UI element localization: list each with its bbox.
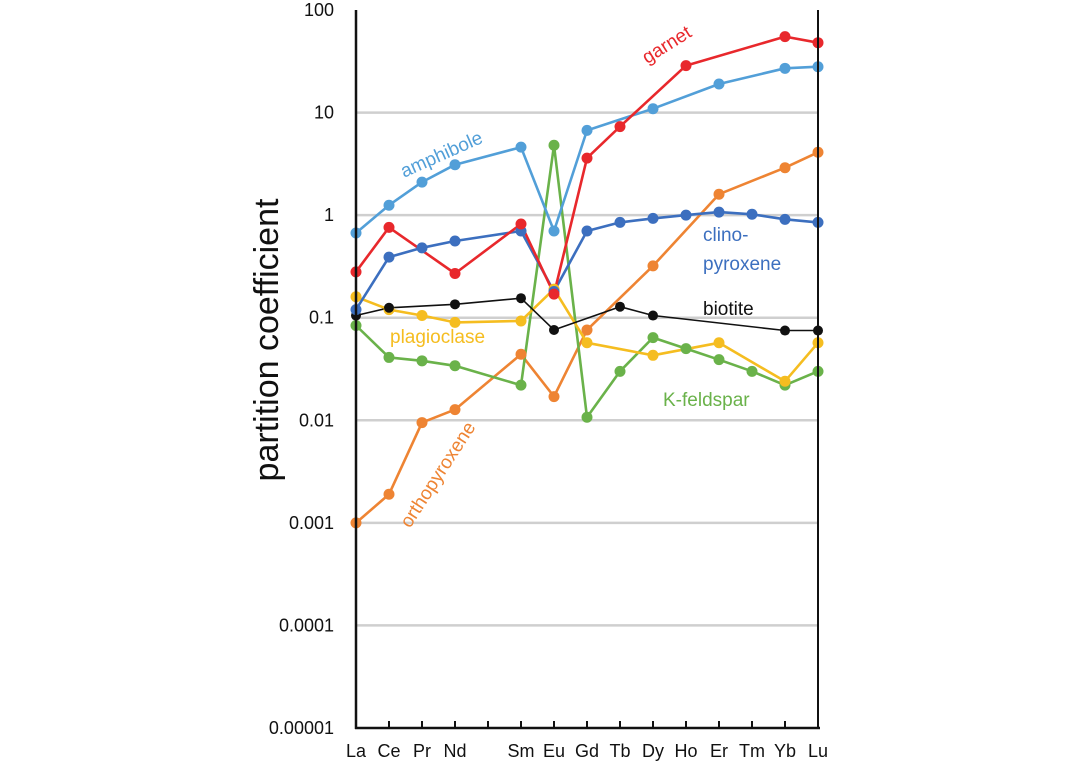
x-axis-tick-labels: La Ce Pr Nd Sm Eu Gd Tb Dy Ho Er Tm Yb Lu: [346, 741, 828, 761]
x-tick-label-Nd: Nd: [443, 741, 466, 761]
x-tick-label-Pr: Pr: [413, 741, 431, 761]
point-plagioclase-Dy: [647, 349, 659, 361]
x-tick-label-Ho: Ho: [674, 741, 697, 761]
point-K-feldspar-Er: [713, 354, 725, 366]
x-tick-label-Ce: Ce: [377, 741, 400, 761]
point-orthopyroxene-Dy: [647, 260, 659, 272]
point-K-feldspar-Pr: [416, 355, 428, 367]
point-garnet-Eu: [548, 288, 560, 300]
point-orthopyroxene-Pr: [416, 417, 428, 429]
y-tick-label: 100: [304, 0, 334, 20]
point-amphibole-Dy: [647, 103, 659, 115]
point-biotite-Dy: [648, 310, 658, 321]
point-garnet-Nd: [449, 267, 461, 279]
point-biotite-Sm: [516, 293, 526, 304]
series-line-clinopyroxene: [354, 210, 819, 311]
axes: [354, 10, 820, 730]
point-K-feldspar-Sm: [515, 379, 527, 391]
x-tick-label-Dy: Dy: [642, 741, 664, 761]
point-orthopyroxene-Eu: [548, 391, 560, 403]
y-axis-tick-labels: 100 10 1 0.1 0.01 0.001 0.0001 0.00001: [269, 0, 334, 738]
point-K-feldspar-Tm: [746, 365, 758, 377]
point-orthopyroxene-Er: [713, 188, 725, 200]
y-axis-label: partition coefficient: [248, 198, 286, 481]
x-tick-label-Yb: Yb: [774, 741, 796, 761]
point-amphibole-Sm: [515, 141, 527, 153]
point-K-feldspar-Tb: [614, 365, 626, 377]
point-garnet-Ho: [680, 60, 692, 72]
label-clinopyroxene-line2: pyroxene: [703, 254, 781, 275]
y-tick-label: 0.001: [289, 513, 334, 533]
point-clinopyroxene-Dy: [647, 212, 659, 224]
y-tick-label: 0.00001: [269, 718, 334, 738]
point-amphibole-Eu: [548, 225, 560, 237]
point-biotite-Ce: [384, 302, 394, 313]
point-amphibole-Er: [713, 78, 725, 90]
point-biotite-Yb: [780, 325, 790, 336]
point-plagioclase-Pr: [416, 310, 428, 322]
point-orthopyroxene-Ce: [383, 488, 395, 500]
point-clinopyroxene-Gd: [581, 225, 593, 237]
point-garnet-Gd: [581, 152, 593, 164]
series-lines: [354, 35, 819, 524]
label-kfeldspar: K-feldspar: [663, 390, 750, 411]
x-tick-label-Tm: Tm: [739, 741, 765, 761]
y-tick-label: 1: [324, 205, 334, 225]
point-amphibole-Ce: [383, 199, 395, 211]
point-clinopyroxene-Pr: [416, 242, 428, 254]
y-tick-label: 0.0001: [279, 615, 334, 635]
point-orthopyroxene-Nd: [449, 404, 461, 416]
point-K-feldspar-Ce: [383, 351, 395, 363]
point-clinopyroxene-Tm: [746, 208, 758, 220]
point-garnet-Sm: [515, 218, 527, 230]
point-K-feldspar-Nd: [449, 360, 461, 372]
label-biotite: biotite: [703, 299, 754, 320]
point-orthopyroxene-Yb: [779, 162, 791, 174]
label-orthopyroxene: orthopyroxene: [397, 418, 481, 531]
point-clinopyroxene-Yb: [779, 213, 791, 225]
y-tick-label: 10: [314, 103, 334, 123]
point-K-feldspar-Gd: [581, 411, 593, 423]
label-amphibole: amphibole: [397, 128, 486, 183]
y-tick-label: 0.01: [299, 410, 334, 430]
point-plagioclase-Sm: [515, 315, 527, 327]
point-biotite-Nd: [450, 299, 460, 310]
point-biotite-Tb: [615, 301, 625, 312]
point-orthopyroxene-Sm: [515, 348, 527, 360]
x-tick-label-Eu: Eu: [543, 741, 565, 761]
x-tick-label-Er: Er: [710, 741, 728, 761]
point-amphibole-Nd: [449, 159, 461, 171]
y-tick-label: 0.1: [309, 308, 334, 328]
x-tick-label-Sm: Sm: [508, 741, 535, 761]
point-garnet-Ce: [383, 221, 395, 233]
point-clinopyroxene-Ho: [680, 209, 692, 221]
point-K-feldspar-Ho: [680, 343, 692, 355]
point-garnet-Tb: [614, 121, 626, 133]
point-plagioclase-Nd: [449, 316, 461, 328]
point-clinopyroxene-Tb: [614, 216, 626, 228]
point-amphibole-Gd: [581, 124, 593, 136]
point-orthopyroxene-Gd: [581, 324, 593, 336]
x-tick-label-La: La: [346, 741, 367, 761]
point-plagioclase-Gd: [581, 337, 593, 349]
point-clinopyroxene-Er: [713, 206, 725, 218]
point-amphibole-Pr: [416, 176, 428, 188]
x-tick-label-Lu: Lu: [808, 741, 828, 761]
point-garnet-Yb: [779, 31, 791, 43]
point-amphibole-Yb: [779, 62, 791, 74]
point-clinopyroxene-Nd: [449, 235, 461, 247]
point-plagioclase-Er: [713, 337, 725, 349]
point-clinopyroxene-Ce: [383, 251, 395, 263]
label-clinopyroxene-line1: clino-: [703, 225, 748, 246]
x-tick-label-Tb: Tb: [609, 741, 630, 761]
point-plagioclase-Yb: [779, 375, 791, 387]
point-K-feldspar-Dy: [647, 332, 659, 344]
point-biotite-Eu: [549, 324, 559, 335]
series-line-K-feldspar: [355, 144, 819, 419]
point-K-feldspar-Eu: [548, 139, 560, 151]
x-tick-label-Gd: Gd: [575, 741, 599, 761]
series-points: [350, 31, 824, 529]
label-plagioclase: plagioclase: [390, 327, 485, 348]
